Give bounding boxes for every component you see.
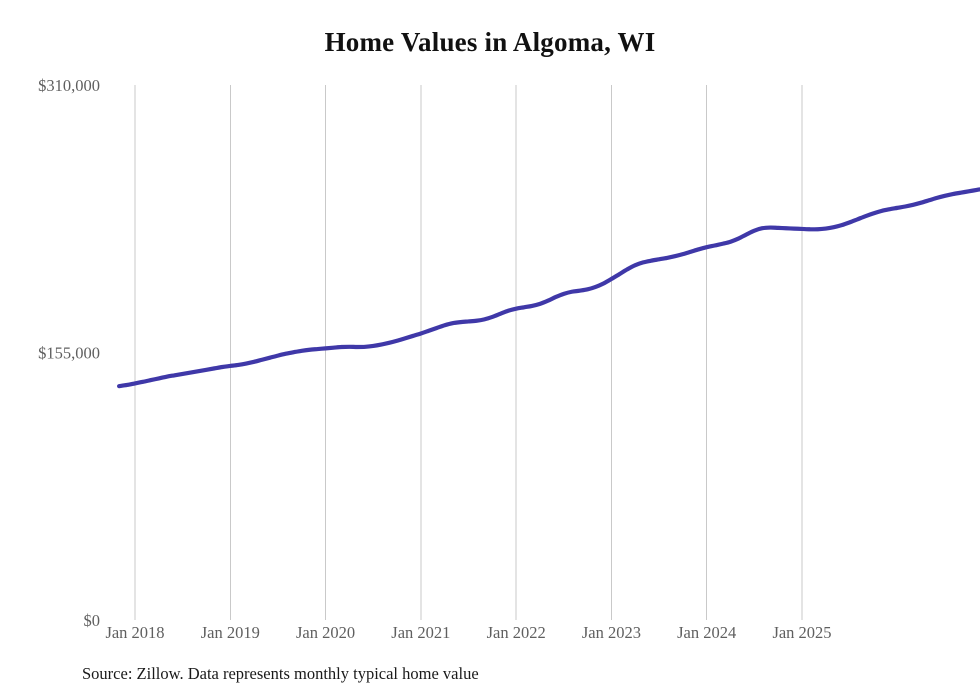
- x-tick-label: Jan 2022: [487, 623, 546, 642]
- x-tick-label: Jan 2023: [582, 623, 641, 642]
- y-tick-label: $310,000: [38, 76, 100, 95]
- page-title: Home Values in Algoma, WI: [324, 27, 656, 57]
- x-tick-label: Jan 2021: [391, 623, 450, 642]
- series-line-typical-home-value: [117, 187, 980, 389]
- x-axis-tick-labels: Jan 2018 Jan 2019 Jan 2020 Jan 2021 Jan 2022…: [105, 623, 831, 642]
- y-tick-label: $0: [84, 611, 101, 630]
- x-tick-label: Jan 2024: [677, 623, 736, 642]
- x-tick-label: Jan 2020: [296, 623, 355, 642]
- source-note: Source: Zillow. Data represents monthly …: [82, 664, 479, 683]
- y-tick-label: $155,000: [38, 344, 100, 363]
- gridlines: [134, 85, 803, 620]
- x-tick-label: Jan 2018: [105, 623, 164, 642]
- x-tick-label: Jan 2025: [772, 623, 831, 642]
- y-axis-tick-labels: $0 $155,000 $310,000: [38, 76, 100, 630]
- x-tick-label: Jan 2019: [201, 623, 260, 642]
